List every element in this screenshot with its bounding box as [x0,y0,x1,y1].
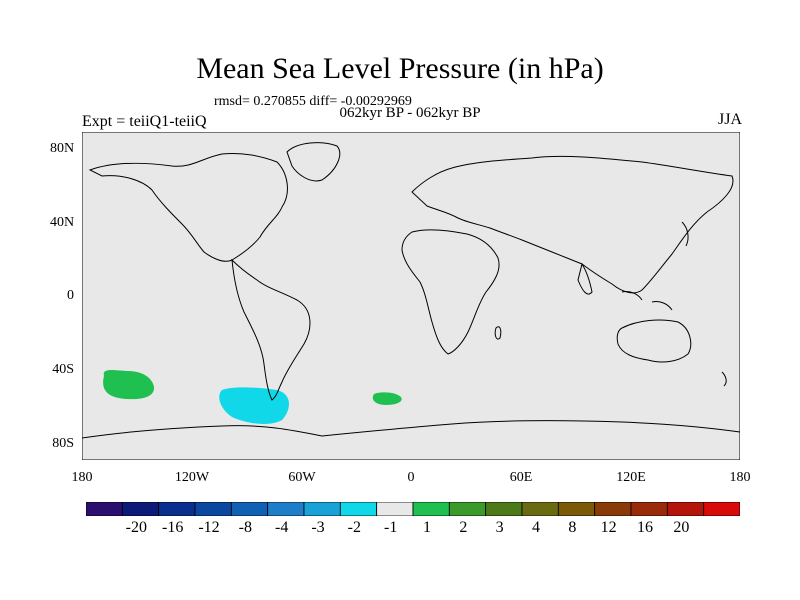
anomaly-south-pacific-positive [103,370,155,400]
colorbar-label: -8 [238,519,252,536]
colorbar-label: -16 [161,519,184,536]
colorbar-swatch [521,502,559,516]
colorbar-swatch [594,502,632,516]
colorbar-label: -4 [274,519,289,536]
colorbar-swatch [303,502,341,516]
coastlines [82,142,740,439]
x-tick-label: 120E [616,470,646,485]
y-tick-label: 80N [50,141,75,156]
colorbar-swatch [448,502,487,516]
world-map [82,132,740,460]
colorbar-swatch [194,502,232,516]
y-tick-label: 0 [67,288,74,303]
colorbar-swatch [630,502,668,516]
colorbar-label: -3 [311,519,325,536]
statistics-line: rmsd= 0.270855 diff= -0.00292969 [214,94,412,109]
colorbar-label: -2 [347,519,361,536]
colorbar-label: 12 [600,519,617,536]
plot-title: Mean Sea Level Pressure (in hPa) [196,52,604,85]
plot-subtitle: 062kyr BP - 062kyr BP [339,105,481,121]
colorbar-swatch [267,502,305,516]
experiment-label: Expt = teiiQ1-teiiQ [82,113,207,130]
x-tick-label: 60E [509,470,533,485]
x-tick-label: 60W [288,470,316,485]
colorbar-swatch [557,502,596,516]
colorbar-swatch [703,502,740,516]
x-tick-label: 180 [71,470,93,485]
colorbar-swatch [412,502,450,516]
y-tick-label: 40S [52,362,74,377]
colorbar-label: 3 [495,519,504,536]
anomaly-south-east-pacific-negative [219,387,289,424]
x-tick-label: 0 [407,470,415,485]
colorbar-label: -1 [383,519,398,536]
colorbar-swatch [485,502,523,516]
colorbar-label: 20 [673,519,690,536]
y-tick-label: 80S [52,436,74,451]
colorbar-label: 4 [532,519,540,536]
colorbar [86,502,740,516]
colorbar-label: 2 [459,519,468,536]
y-tick-label: 40N [50,215,75,230]
colorbar-label: -20 [125,519,147,536]
map-background [82,132,740,460]
colorbar-swatch [376,502,414,516]
colorbar-swatch [86,502,123,516]
colorbar-swatch [121,502,160,516]
colorbar-label: -12 [198,519,220,536]
season-label: JJA [717,111,742,128]
colorbar-swatch [230,502,269,516]
x-tick-label: 120W [174,470,210,485]
colorbar-label: 1 [423,519,431,536]
anomaly-south-atlantic-positive [372,392,402,405]
x-tick-label: 180 [729,470,751,485]
colorbar-swatch [339,502,378,516]
colorbar-label: 8 [568,519,577,536]
colorbar-label: 16 [637,519,653,536]
colorbar-swatch [158,502,196,516]
colorbar-swatch [666,502,705,516]
